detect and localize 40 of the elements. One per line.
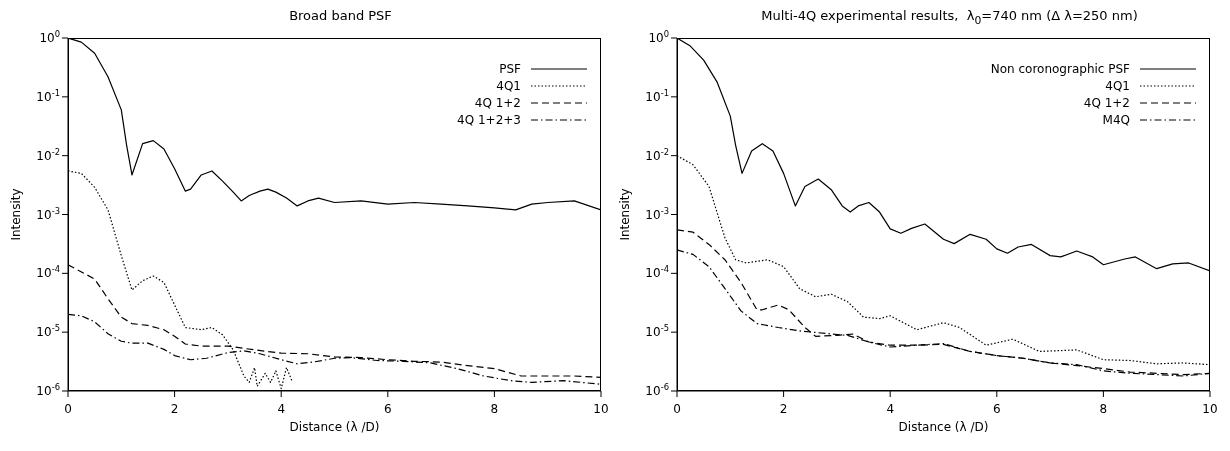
x-tick-label: 2 xyxy=(170,402,179,416)
y-tick-label: 10$^{-3}$ xyxy=(36,205,60,222)
legend-label: PSF xyxy=(499,61,521,76)
x-tick-label: 6 xyxy=(383,402,392,416)
legend-label: 4Q 1+2 xyxy=(1083,95,1130,110)
y-tick-label: 10$^{-6}$ xyxy=(645,382,669,398)
y-axis-title: Intensity xyxy=(9,188,24,241)
x-tick-label: 6 xyxy=(992,402,1001,416)
chart-title: Broad band PSF xyxy=(288,8,393,25)
y-tick-label: 10$^{-5}$ xyxy=(36,323,60,340)
x-tick-label: 0 xyxy=(673,402,681,416)
y-tick-label: 10$^{-6}$ xyxy=(36,382,60,398)
y-tick-label: 10$^{0}$ xyxy=(39,29,60,45)
x-tick-label: 10 xyxy=(593,402,609,416)
y-tick-label: 10$^{-4}$ xyxy=(36,264,60,281)
legend-label: Non coronographic PSF xyxy=(990,61,1130,76)
legend-label: 4Q1 xyxy=(496,78,521,93)
x-tick-label: 4 xyxy=(886,402,895,416)
y-tick-label: 10$^{-5}$ xyxy=(645,323,669,340)
x-axis-title: Distance (λ /D) xyxy=(898,420,989,434)
chart-title: Multi-4Q experimental results, λ$_{0}$=740 nm (Δ λ=250 nm) xyxy=(760,8,1139,28)
x-tick-label: 4 xyxy=(277,402,286,416)
y-tick-label: 10$^{-1}$ xyxy=(645,87,669,104)
x-axis-title: Distance (λ /D) xyxy=(289,420,380,434)
legend-label: M4Q xyxy=(1102,112,1130,127)
x-tick-label: 10 xyxy=(1202,402,1218,416)
y-axis-title: Intensity xyxy=(618,188,633,241)
y-tick-label: 10$^{-1}$ xyxy=(36,87,60,104)
legend-label: 4Q 1+2 xyxy=(474,95,521,110)
y-tick-label: 10$^{0}$ xyxy=(648,29,669,45)
x-tick-label: 8 xyxy=(1099,402,1108,416)
legend-label: 4Q 1+2+3 xyxy=(457,112,521,127)
x-tick-label: 2 xyxy=(779,402,788,416)
x-tick-label: 8 xyxy=(490,402,499,416)
y-tick-label: 10$^{-3}$ xyxy=(645,205,669,222)
y-tick-label: 10$^{-2}$ xyxy=(36,146,60,163)
y-tick-label: 10$^{-4}$ xyxy=(645,264,669,281)
y-tick-label: 10$^{-2}$ xyxy=(645,146,669,163)
legend-label: 4Q1 xyxy=(1105,78,1130,93)
x-tick-label: 0 xyxy=(64,402,72,416)
